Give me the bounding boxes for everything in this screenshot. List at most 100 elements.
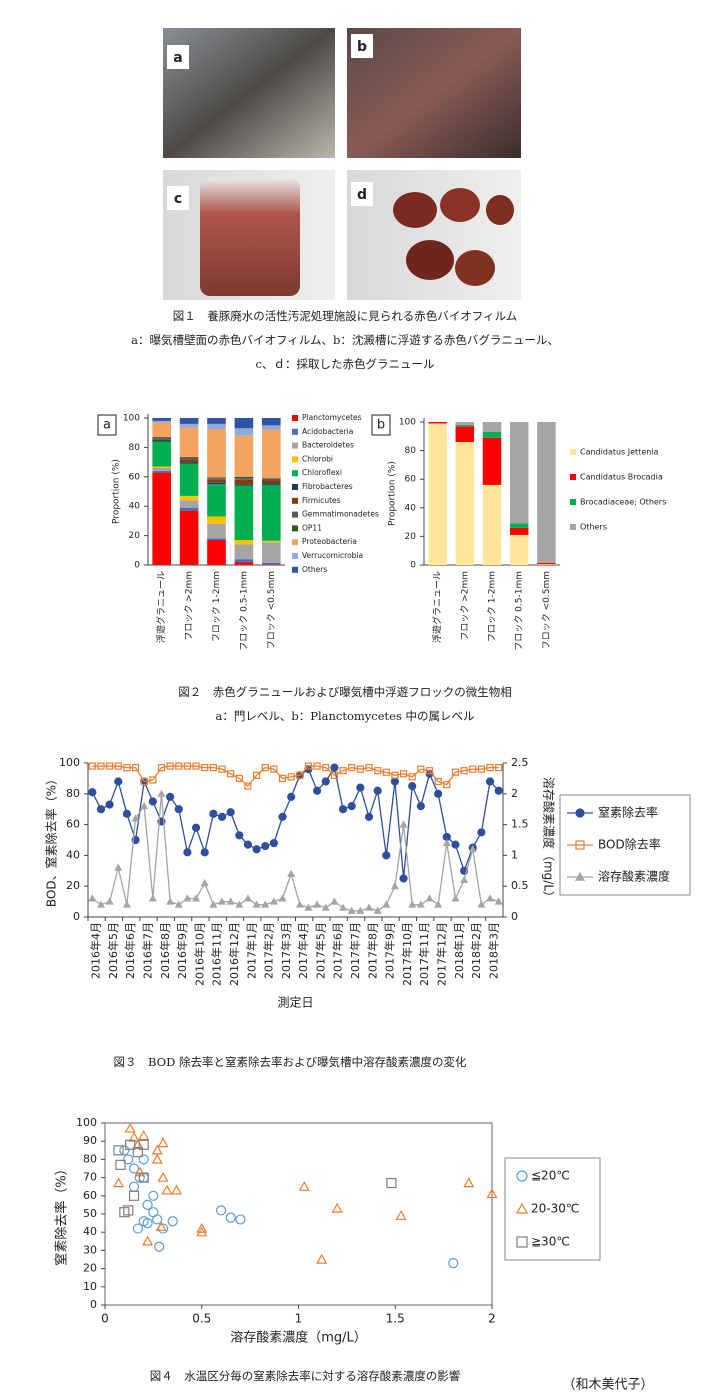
marker xyxy=(217,812,227,822)
bar-segment xyxy=(234,562,254,565)
bar-segment xyxy=(152,420,172,423)
marker xyxy=(374,767,382,775)
bar-segment xyxy=(179,462,199,464)
y-tick-label: 1.5 xyxy=(511,818,529,831)
legend-label: Planctomycetes xyxy=(302,413,362,422)
x-tick-label: 2016年10月 xyxy=(192,922,206,986)
legend-label: 20-30℃ xyxy=(531,1202,579,1216)
x-tick-label: 2018年3月 xyxy=(486,922,500,979)
marker xyxy=(196,1222,208,1233)
x-tick-label: 2016年4月 xyxy=(89,922,103,979)
bar-segment xyxy=(509,534,529,565)
photo xyxy=(347,170,521,300)
bar-segment xyxy=(179,500,199,508)
marker xyxy=(183,894,192,902)
x-tick-label: 2017年3月 xyxy=(279,922,293,979)
marker xyxy=(157,1137,169,1148)
marker xyxy=(287,773,295,781)
y-tick-label: 0 xyxy=(90,1298,97,1311)
marker xyxy=(157,1171,169,1182)
bar-segment xyxy=(261,542,281,563)
bar-segment xyxy=(537,422,556,563)
bar-segment xyxy=(234,476,254,479)
bar-segment xyxy=(179,423,199,428)
marker xyxy=(192,894,201,902)
marker xyxy=(463,1177,475,1188)
x-tick-label: 2017年9月 xyxy=(383,922,397,979)
marker xyxy=(460,875,469,884)
bar-segment xyxy=(428,423,447,565)
bar-segment xyxy=(207,523,226,539)
y-tick-label: 100 xyxy=(399,418,416,428)
legend-swatch xyxy=(292,525,298,532)
marker xyxy=(322,764,330,772)
y-tick-label: 100 xyxy=(123,414,140,424)
bar-segment xyxy=(152,470,172,473)
legend-swatch xyxy=(292,428,298,435)
legend-swatch xyxy=(292,566,298,573)
marker xyxy=(321,777,330,786)
bar-segment xyxy=(152,422,172,438)
marker xyxy=(313,762,321,770)
marker xyxy=(373,786,382,795)
bar-segment xyxy=(261,478,281,480)
marker xyxy=(364,903,374,911)
legend-swatch xyxy=(570,474,576,480)
marker xyxy=(209,764,217,772)
bar-segment xyxy=(234,428,254,436)
bar-segment xyxy=(509,523,529,528)
marker xyxy=(148,797,157,806)
marker xyxy=(132,1139,144,1150)
legend-swatch xyxy=(292,442,298,449)
marker xyxy=(138,1172,149,1183)
bar-segment xyxy=(152,467,172,471)
marker xyxy=(132,1147,143,1158)
marker xyxy=(261,764,269,772)
subcaption: a：門レベル、b：Planctomycetes 中の属レベル xyxy=(215,709,474,723)
bar-segment xyxy=(152,438,172,440)
marker xyxy=(330,771,339,779)
legend-label: Others xyxy=(580,523,607,532)
marker xyxy=(218,765,226,773)
legend-swatch xyxy=(292,415,298,421)
marker xyxy=(575,808,585,818)
marker xyxy=(386,1177,397,1189)
panel-label: b xyxy=(377,418,385,433)
x-tick-label: フロック 1-2mm xyxy=(211,571,222,642)
caption: 図１ 養豚廃水の活性汚泥処理施設に見られる赤色バイオフィルム xyxy=(173,309,518,323)
marker xyxy=(227,770,235,778)
marker xyxy=(321,903,330,911)
marker xyxy=(373,906,382,914)
x-tick-label: フロック 0.5-1mm xyxy=(514,571,525,651)
x-tick-label: 浮遊グラニュール xyxy=(155,571,167,643)
marker xyxy=(425,767,434,775)
marker xyxy=(142,1199,153,1211)
panel-label: d xyxy=(357,187,367,203)
x-tick-label: 2016年6月 xyxy=(123,922,137,979)
marker xyxy=(434,777,442,786)
bar-segment xyxy=(207,418,226,424)
marker xyxy=(339,903,348,911)
marker xyxy=(161,1184,173,1195)
marker xyxy=(128,1131,140,1142)
marker xyxy=(209,900,218,908)
marker xyxy=(123,1205,134,1216)
bar-segment xyxy=(234,540,254,545)
bar-segment xyxy=(455,422,475,425)
marker xyxy=(166,897,175,905)
x-tick-label: 2017年12月 xyxy=(434,922,448,986)
marker xyxy=(128,1163,140,1174)
y-axis-label: Proportion (%) xyxy=(112,459,122,524)
marker xyxy=(278,774,287,783)
marker xyxy=(399,820,408,828)
marker xyxy=(494,897,503,905)
marker xyxy=(125,1139,136,1150)
marker xyxy=(235,900,244,908)
legend-box xyxy=(504,1157,601,1261)
marker xyxy=(138,1139,149,1150)
caption: 図４ 水温区分毎の窒素除去率に対する溶存酸素濃度の影響 xyxy=(150,1369,461,1383)
legend-swatch xyxy=(292,497,298,504)
x-tick-label: 2 xyxy=(488,1312,496,1326)
marker xyxy=(114,762,122,770)
panel-label: a xyxy=(103,418,111,433)
